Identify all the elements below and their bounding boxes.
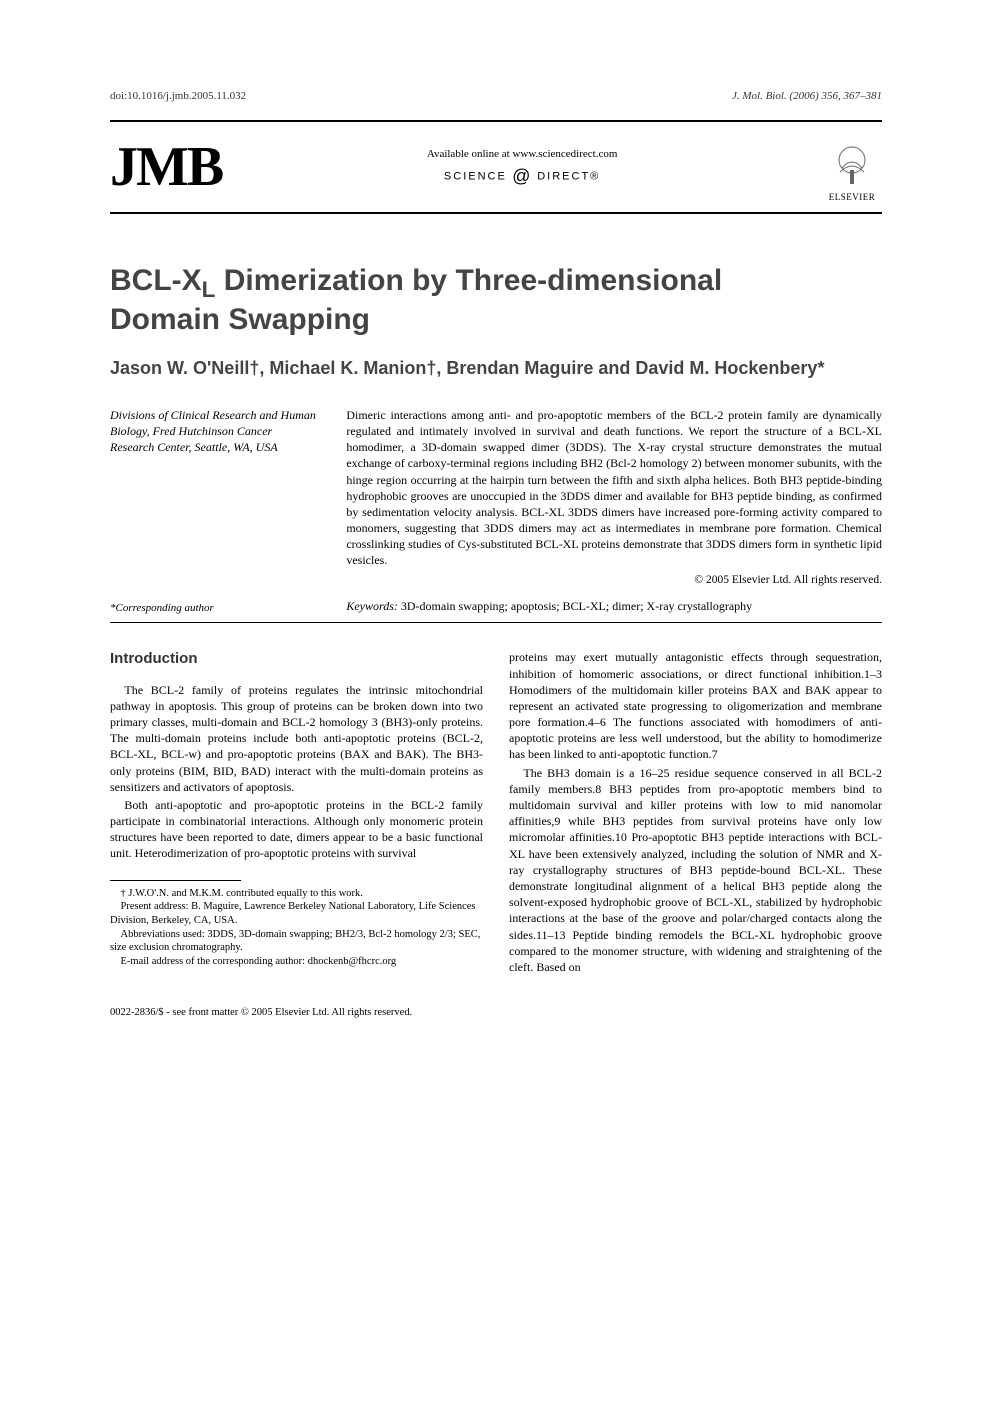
keywords-row: *Corresponding author Keywords: 3D-domai…: [110, 598, 882, 614]
citation-text: J. Mol. Biol. (2006) 356, 367–381: [732, 90, 882, 102]
title-part1: BCL-X: [110, 264, 202, 297]
corresponding-author: *Corresponding author: [110, 602, 318, 614]
keywords-column: Keywords: 3D-domain swapping; apoptosis;…: [346, 598, 882, 614]
body-two-column: Introduction The BCL-2 family of protein…: [110, 649, 882, 977]
bottom-copyright: 0022-2836/$ - see front matter © 2005 El…: [110, 1007, 882, 1018]
introduction-heading: Introduction: [110, 649, 483, 669]
footnote-rule: [110, 880, 241, 881]
footnote-2: Present address: B. Maguire, Lawrence Be…: [110, 900, 483, 927]
footnote-1: † J.W.O'.N. and M.K.M. contributed equal…: [110, 887, 483, 901]
header-center: Available online at www.sciencedirect.co…: [222, 148, 822, 187]
keywords-text: 3D-domain swapping; apoptosis; BCL-XL; d…: [398, 599, 752, 613]
top-bar: doi:10.1016/j.jmb.2005.11.032 J. Mol. Bi…: [110, 90, 882, 102]
title-part1-rest: Dimerization by Three-dimensional: [215, 264, 722, 297]
citation-em: J. Mol. Biol. (2006) 356, 367–381: [732, 90, 882, 102]
abstract-column: Dimeric interactions among anti- and pro…: [346, 407, 882, 588]
right-column: proteins may exert mutually antagonistic…: [509, 649, 882, 977]
jmb-logo: JMB: [110, 135, 222, 199]
elsevier-logo: ELSEVIER: [822, 132, 882, 202]
title-part2: Domain Swapping: [110, 303, 370, 336]
footnotes-block: † J.W.O'.N. and M.K.M. contributed equal…: [110, 887, 483, 969]
col2-paragraph-2: The BH3 domain is a 16–25 residue sequen…: [509, 765, 882, 975]
keywords-label: Keywords:: [346, 599, 398, 613]
journal-header: JMB Available online at www.sciencedirec…: [110, 120, 882, 214]
elsevier-text: ELSEVIER: [829, 192, 876, 202]
footnote-3: Abbreviations used: 3DDS, 3D-domain swap…: [110, 928, 483, 955]
at-symbol-icon: @: [512, 166, 532, 186]
intro-paragraph-2: Both anti-apoptotic and pro-apoptotic pr…: [110, 797, 483, 862]
affiliation-abstract-row: Divisions of Clinical Research and Human…: [110, 407, 882, 588]
col2-paragraph-1: proteins may exert mutually antagonistic…: [509, 649, 882, 762]
available-online-text: Available online at www.sciencedirect.co…: [222, 148, 822, 160]
copyright-line: © 2005 Elsevier Ltd. All rights reserved…: [346, 573, 882, 589]
left-column: Introduction The BCL-2 family of protein…: [110, 649, 483, 977]
separator-rule: [110, 622, 882, 623]
elsevier-tree-icon: [828, 142, 876, 190]
abstract-text: Dimeric interactions among anti- and pro…: [346, 408, 882, 568]
page-container: doi:10.1016/j.jmb.2005.11.032 J. Mol. Bi…: [0, 0, 992, 1088]
title-subscript: L: [202, 277, 216, 302]
sd-right: DIRECT®: [537, 170, 600, 182]
doi-text: doi:10.1016/j.jmb.2005.11.032: [110, 90, 246, 102]
affiliation-column: Divisions of Clinical Research and Human…: [110, 407, 318, 588]
authors-list: Jason W. O'Neill†, Michael K. Manion†, B…: [110, 357, 882, 380]
article-title: BCL-XL Dimerization by Three-dimensional…: [110, 264, 882, 337]
science-direct-logo: SCIENCE @ DIRECT®: [222, 166, 822, 187]
sd-left: SCIENCE: [444, 170, 507, 182]
intro-paragraph-1: The BCL-2 family of proteins regulates t…: [110, 682, 483, 795]
footnote-4: E-mail address of the corresponding auth…: [110, 955, 483, 969]
